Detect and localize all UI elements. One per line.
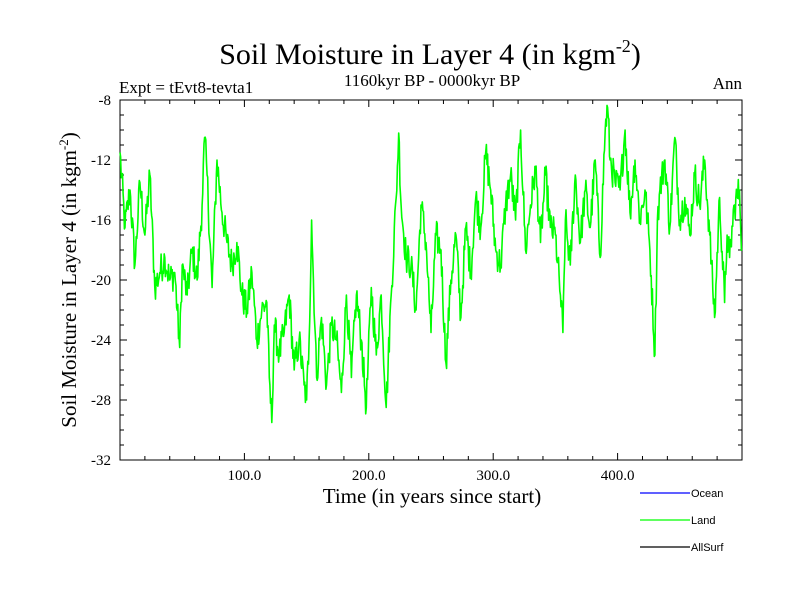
y-tick-label: -20 xyxy=(91,273,111,289)
y-tick-label: -8 xyxy=(99,93,112,109)
chart-title-superscript: -2 xyxy=(616,36,631,56)
legend-label-ocean: Ocean xyxy=(691,488,723,500)
y-axis-label-superscript: -2 xyxy=(56,139,71,150)
y-tick-label: -32 xyxy=(91,453,111,469)
chart-title-main: Soil Moisture in Layer 4 (in kgm xyxy=(219,38,616,71)
x-tick-label: 400.0 xyxy=(601,468,635,484)
legend-label-land: Land xyxy=(691,515,715,527)
chart-title-close: ) xyxy=(631,38,641,71)
legend-label-allsurf: AllSurf xyxy=(691,542,724,554)
y-axis-label-main: Soil Moisture in Layer 4 (in kgm xyxy=(57,150,81,428)
season-label: Ann xyxy=(713,74,743,93)
chart-subtitle: 1160kyr BP - 0000kyr BP xyxy=(344,71,520,90)
x-tick-label: 300.0 xyxy=(476,468,510,484)
y-axis-label-close: ) xyxy=(57,132,81,139)
x-tick-label: 100.0 xyxy=(228,468,262,484)
y-tick-label: -16 xyxy=(91,213,111,229)
y-tick-label: -24 xyxy=(91,333,111,349)
y-tick-label: -12 xyxy=(91,153,111,169)
chart-title: Soil Moisture in Layer 4 (in kgm-2) xyxy=(219,36,641,71)
y-axis: -32 -28 -24 -20 -16 -12 -8 xyxy=(91,93,742,469)
y-axis-label: Soil Moisture in Layer 4 (in kgm-2) xyxy=(56,132,81,427)
legend: Ocean Land AllSurf xyxy=(640,488,724,554)
series-group xyxy=(119,104,743,424)
series-line-land xyxy=(119,104,743,424)
plot-frame xyxy=(119,99,743,461)
y-tick-label: -28 xyxy=(91,393,111,409)
x-axis: 100.0 200.0 300.0 400.0 xyxy=(144,100,718,484)
x-axis-label: Time (in years since start) xyxy=(323,484,542,508)
x-tick-label: 200.0 xyxy=(352,468,386,484)
experiment-label: Expt = tEvt8-tevta1 xyxy=(119,78,253,97)
